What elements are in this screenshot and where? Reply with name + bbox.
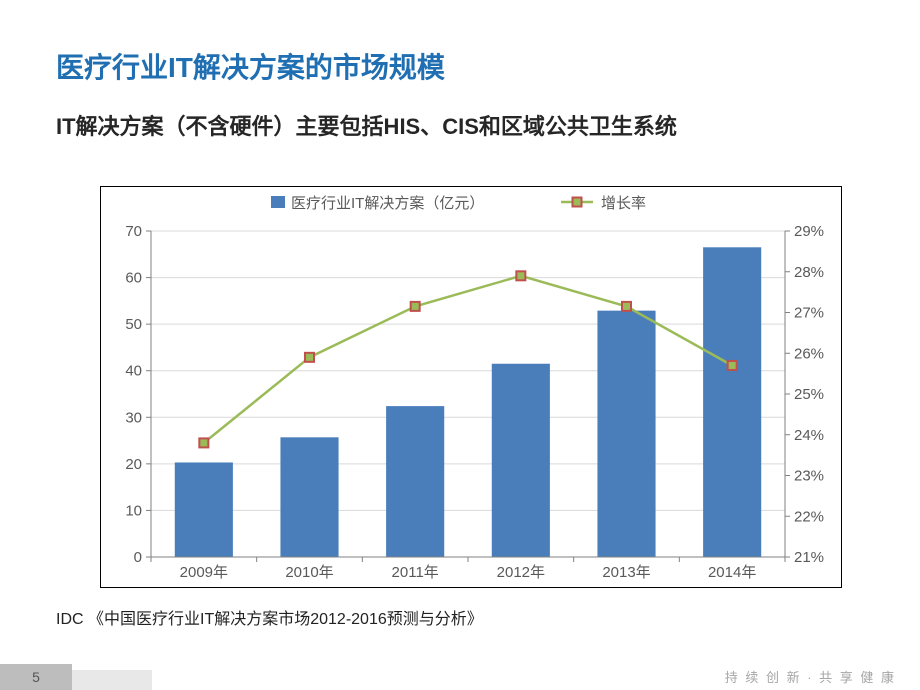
svg-text:2009年: 2009年: [180, 564, 228, 581]
svg-text:增长率: 增长率: [601, 195, 646, 212]
slide-title: 医疗行业IT解决方案的市场规模: [56, 46, 445, 86]
source-citation: IDC 《中国医疗行业IT解决方案市场2012-2016预测与分析》: [56, 605, 483, 629]
combo-chart: 0 10 20 30 40 50 60 70 21% 22% 23% 24% 25% 26% 27% 28% 2…: [100, 186, 842, 588]
svg-text:21%: 21%: [794, 549, 824, 566]
svg-text:2011年: 2011年: [392, 564, 439, 581]
svg-text:23%: 23%: [794, 468, 824, 485]
svg-text:2012年: 2012年: [497, 564, 545, 581]
svg-text:0: 0: [134, 549, 142, 566]
svg-text:2010年: 2010年: [285, 564, 333, 581]
svg-text:28%: 28%: [794, 264, 824, 281]
svg-text:2013年: 2013年: [602, 564, 650, 581]
svg-text:22%: 22%: [794, 508, 824, 525]
svg-text:20: 20: [125, 456, 142, 473]
svg-text:27%: 27%: [794, 305, 824, 322]
svg-text:70: 70: [125, 223, 142, 240]
svg-text:50: 50: [125, 316, 142, 333]
svg-text:40: 40: [125, 363, 142, 380]
svg-text:医疗行业IT解决方案（亿元）: 医疗行业IT解决方案（亿元）: [291, 194, 484, 212]
footer-light-block: [72, 670, 152, 690]
svg-text:26%: 26%: [794, 345, 824, 362]
page-number: 5: [0, 664, 72, 690]
svg-text:25%: 25%: [794, 386, 824, 403]
chart-svg: 0 10 20 30 40 50 60 70 21% 22% 23% 24% 25% 26% 27% 28% 2…: [101, 187, 841, 587]
svg-text:24%: 24%: [794, 427, 824, 444]
footer-tagline: 持 续 创 新 · 共 享 健 康: [725, 667, 896, 686]
svg-text:2014年: 2014年: [708, 564, 756, 581]
slide-subtitle: IT解决方案（不含硬件）主要包括HIS、CIS和区域公共卫生系统: [56, 112, 876, 142]
svg-text:29%: 29%: [794, 223, 824, 240]
svg-text:60: 60: [125, 270, 142, 287]
svg-text:10: 10: [125, 502, 142, 519]
footer: 5 持 续 创 新 · 共 享 健 康: [0, 664, 920, 690]
svg-text:30: 30: [125, 409, 142, 426]
